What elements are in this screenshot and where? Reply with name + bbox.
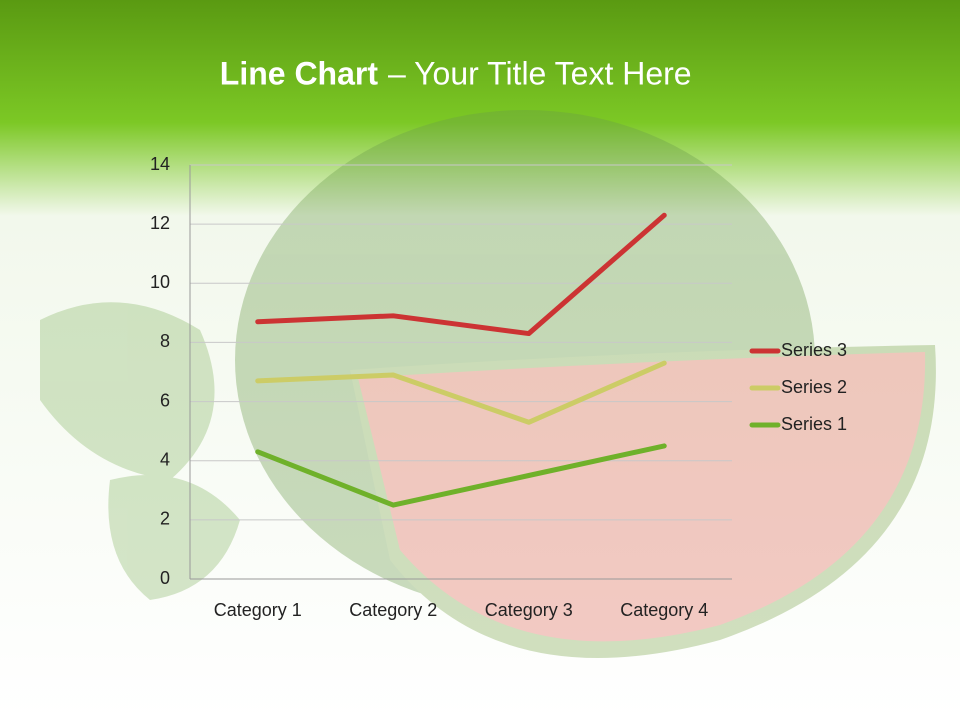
legend-label: Series 1 (781, 414, 847, 434)
x-tick-label: Category 1 (214, 600, 302, 620)
y-tick-label: 10 (150, 272, 170, 292)
y-tick-label: 8 (160, 331, 170, 351)
y-tick-label: 0 (160, 568, 170, 588)
y-tick-label: 14 (150, 154, 170, 174)
x-tick-label: Category 2 (349, 600, 437, 620)
legend-label: Series 3 (781, 340, 847, 360)
title-bold: Line Chart (220, 55, 379, 91)
y-tick-label: 4 (160, 449, 170, 469)
x-tick-label: Category 4 (620, 600, 708, 620)
series-line (255, 360, 667, 425)
legend-label: Series 2 (781, 377, 847, 397)
y-tick-label: 12 (150, 213, 170, 233)
y-tick-label: 2 (160, 509, 170, 529)
series-line (255, 443, 667, 508)
series-line (255, 212, 667, 337)
x-tick-label: Category 3 (485, 600, 573, 620)
watermelon-image (40, 110, 936, 658)
title-rest: – Your Title Text Here (388, 55, 692, 91)
y-tick-label: 6 (160, 390, 170, 410)
